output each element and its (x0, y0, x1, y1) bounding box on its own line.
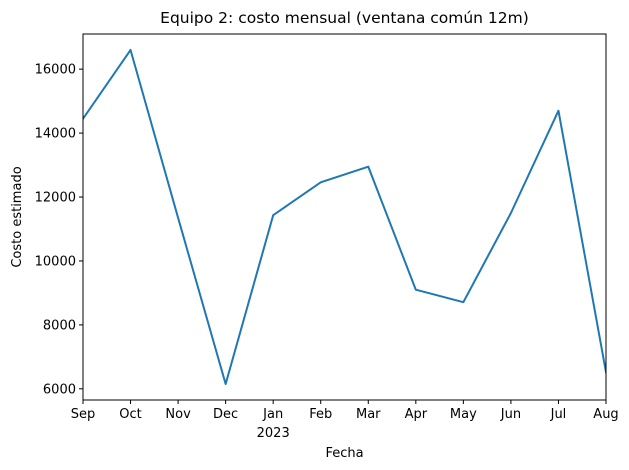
x-tick-label: Feb (309, 407, 332, 422)
x-tick-year-label: 2023 (257, 426, 290, 441)
series-line (83, 48, 606, 386)
x-tick-label: Jan (262, 407, 283, 422)
x-tick-label: May (450, 407, 477, 422)
chart-marks (83, 48, 606, 386)
y-tick-label: 12000 (35, 191, 76, 206)
x-tick-label: Jun (500, 407, 521, 422)
x-axis-label: Fecha (325, 446, 363, 461)
chart-title: Equipo 2: costo mensual (ventana común 1… (160, 9, 529, 27)
x-tick-label: Oct (119, 407, 141, 422)
x-tick-label: Mar (356, 407, 381, 422)
y-axis: 6000 8000 10000 12000 14000 16000 (35, 63, 83, 397)
y-axis-label: Costo estimado (10, 166, 25, 267)
y-tick-label: 10000 (35, 254, 76, 269)
x-tick-label: Jul (550, 407, 567, 422)
x-tick-label: Sep (71, 407, 96, 422)
x-axis: Sep Oct Nov Dec Jan Feb Mar Apr May Jun Jul Aug 2023 (71, 400, 619, 441)
y-tick-label: 16000 (35, 63, 76, 78)
y-tick-label: 6000 (43, 382, 76, 397)
plot-background (83, 34, 606, 400)
plot-frame (82, 33, 607, 401)
y-tick-label: 14000 (35, 127, 76, 142)
y-tick-label: 8000 (43, 318, 76, 333)
x-tick-label: Apr (405, 407, 428, 422)
x-tick-label: Dec (213, 407, 238, 422)
x-tick-label: Aug (593, 407, 618, 422)
x-tick-label: Nov (165, 407, 191, 422)
